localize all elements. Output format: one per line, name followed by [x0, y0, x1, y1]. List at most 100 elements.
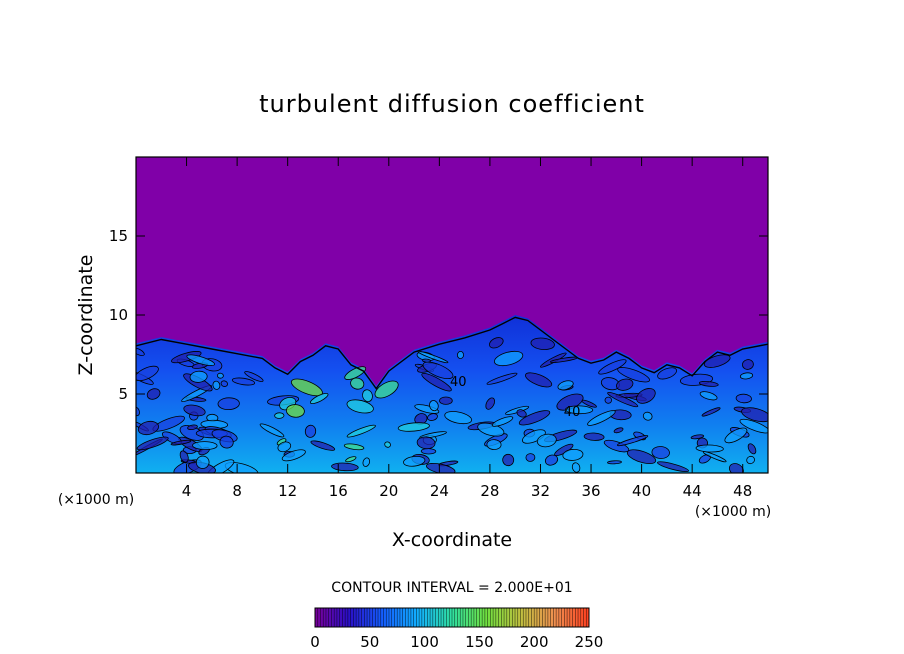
- turbulence-patch: [698, 381, 719, 387]
- turbulence-patch: [565, 405, 594, 415]
- turbulent-layer-fill: [136, 315, 768, 473]
- turbulence-patch: [362, 457, 371, 467]
- turbulence-patch: [362, 389, 373, 403]
- turbulence-patch: [571, 462, 581, 473]
- turbulence-patch: [494, 350, 524, 367]
- turbulence-patch: [544, 454, 559, 466]
- colorbar-contour-lines: [314, 608, 590, 627]
- turbulence-patch: [525, 372, 553, 388]
- turbulence-patch: [416, 436, 436, 450]
- colorbar-tick-label: 100: [410, 633, 439, 651]
- colorbar-tick-label: 200: [520, 633, 549, 651]
- turbulence-patch: [739, 418, 768, 434]
- turbulence-patch: [456, 351, 465, 359]
- turbulence-patch: [742, 359, 754, 370]
- y-axis-label: Z-coordinate: [75, 255, 97, 376]
- x-tick-label: 32: [531, 482, 550, 500]
- turbulence-patch: [414, 404, 440, 414]
- turbulence-patch: [429, 400, 439, 412]
- turbulence-patch: [587, 410, 616, 426]
- y-tick-label: 15: [109, 227, 128, 245]
- turbulence-patch: [192, 441, 218, 451]
- turbulence-patch: [384, 441, 391, 448]
- y-axis-ticks: 5 10 15: [109, 227, 768, 403]
- turbulence-patch: [403, 455, 426, 467]
- turbulence-patch: [747, 443, 757, 455]
- turbulence-patch: [195, 455, 210, 469]
- x-axis-ticks: 4 8 12 16 20 24 28 32 36 40 44 48: [182, 157, 752, 500]
- turbulence-patch: [735, 393, 752, 404]
- turbulence-patch: [486, 372, 518, 385]
- turbulence-patch: [286, 404, 305, 418]
- colorbar-tick-label: 0: [310, 633, 320, 651]
- turbulence-patch: [695, 444, 724, 453]
- x-tick-label: 36: [581, 482, 600, 500]
- turbulence-patch: [422, 358, 431, 363]
- turbulence-patch: [489, 337, 504, 349]
- colorbar-frame: [314, 607, 590, 628]
- turbulence-patch: [724, 427, 748, 444]
- turbulence-patch: [136, 347, 145, 357]
- turbulence-patch: [521, 429, 546, 444]
- turbulence-patch: [657, 367, 677, 380]
- turbulence-patch: [703, 354, 731, 368]
- x-tick-label: 48: [733, 482, 752, 500]
- turbulence-patch: [189, 370, 208, 383]
- turbulence-patch: [598, 359, 627, 375]
- turbulence-patch: [186, 354, 216, 366]
- turbulence-patch: [485, 397, 495, 410]
- turbulence-patch: [502, 453, 515, 467]
- turbulence-patch: [274, 412, 285, 419]
- x-tick-label: 16: [329, 482, 348, 500]
- turbulence-patch: [583, 432, 605, 441]
- turbulence-patch: [444, 411, 473, 425]
- plot-area: 40 40: [136, 157, 768, 473]
- turbulence-patch: [636, 388, 656, 404]
- turbulence-patch: [179, 450, 189, 463]
- turbulence-patch: [281, 449, 306, 462]
- turbulence-patch: [557, 380, 574, 391]
- turbulence-patch: [309, 392, 329, 405]
- turbulence-patch: [518, 410, 551, 426]
- turbulence-patch: [525, 453, 536, 462]
- turbulence-patch: [699, 391, 718, 401]
- turbulence-patch: [310, 440, 336, 451]
- y-tick-label: 5: [118, 385, 128, 403]
- turbulence-patch: [304, 424, 317, 438]
- turbulence-patch: [345, 456, 357, 463]
- x-tick-label: 12: [278, 482, 297, 500]
- colorbar-tick-label: 250: [575, 633, 604, 651]
- x-tick-label: 8: [232, 482, 242, 500]
- x-tick-label: 20: [379, 482, 398, 500]
- turbulence-patch: [701, 407, 721, 417]
- turbulence-patch: [657, 461, 689, 473]
- turbulence-patch: [171, 351, 202, 364]
- turbulence-patch: [420, 448, 437, 455]
- contour-label: 40: [450, 375, 467, 390]
- turbulence-patch: [231, 377, 256, 386]
- turbulence-patch: [425, 462, 456, 473]
- turbulence-patch: [346, 399, 374, 414]
- y-axis-unit: (×1000 m): [58, 492, 134, 508]
- turbulence-patch: [617, 367, 650, 383]
- x-tick-label: 24: [430, 482, 449, 500]
- turbulence-patch: [136, 436, 169, 451]
- turbulence-patch: [604, 396, 612, 404]
- turbulence-patch: [136, 365, 159, 382]
- turbulence-patch: [607, 392, 639, 408]
- turbulence-patch: [536, 433, 557, 448]
- turbulence-patch: [613, 427, 624, 434]
- colorbar-tick-label: 150: [465, 633, 494, 651]
- turbulence-patch: [146, 388, 161, 400]
- turbulence-patch: [626, 449, 657, 465]
- turbulence-patch: [422, 361, 454, 380]
- turbulence-patch: [491, 416, 514, 427]
- chart-title: turbulent diffusion coefficient: [259, 90, 645, 118]
- turbulence-patch: [217, 397, 240, 411]
- turbulence-patch: [244, 371, 264, 382]
- x-tick-label: 40: [632, 482, 651, 500]
- turbulence-patch: [343, 443, 365, 451]
- turbulence-patch: [439, 396, 453, 405]
- contour-labels: 40 40: [450, 375, 580, 420]
